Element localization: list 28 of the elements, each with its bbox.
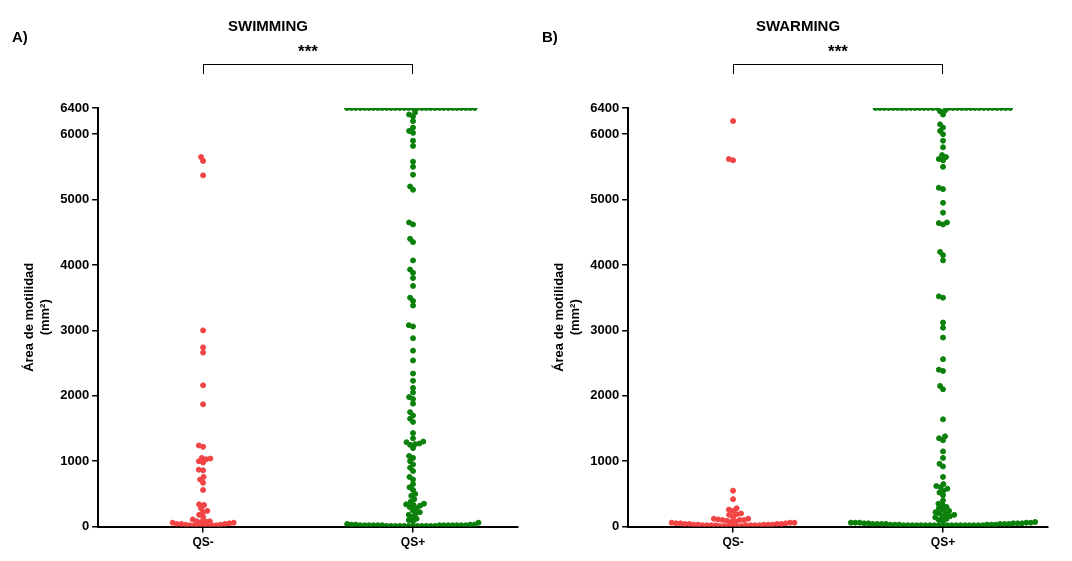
y-axis-title: Área de motilidad (mm²) <box>551 262 582 372</box>
x-tick-label: QS- <box>192 535 214 550</box>
y-tick-label: 0 <box>611 518 620 534</box>
y-tick-label: 6400 <box>60 99 90 115</box>
chart-title: SWIMMING <box>228 17 308 35</box>
y-tick-label: 5000 <box>60 191 90 207</box>
text: A) <box>12 28 28 45</box>
x-tick-label: QS- <box>722 535 744 550</box>
y-tick-label: 4000 <box>590 256 620 272</box>
y-axis-title: Área de motilidad (mm²) <box>21 262 52 372</box>
y-tick-label: 3000 <box>590 321 620 337</box>
y-tick-label: 6400 <box>590 99 620 115</box>
y-tick-label: 1000 <box>60 452 90 468</box>
y-tick-label: 2000 <box>590 387 620 403</box>
text: B) <box>542 28 558 45</box>
text: *** <box>827 42 849 62</box>
y-tick-label: 4000 <box>60 256 90 272</box>
x-tick-label: QS+ <box>400 535 426 550</box>
y-tick-label: 6000 <box>60 125 90 141</box>
text: *** <box>297 42 319 62</box>
y-tick-label: 1000 <box>590 452 620 468</box>
y-tick-label: 2000 <box>60 387 90 403</box>
y-tick-label: 0 <box>81 518 90 534</box>
y-tick-label: 3000 <box>60 321 90 337</box>
y-tick-label: 5000 <box>590 191 620 207</box>
y-tick-label: 6000 <box>590 125 620 141</box>
chart-title: SWARMING <box>755 17 841 35</box>
x-tick-label: QS+ <box>930 535 956 550</box>
